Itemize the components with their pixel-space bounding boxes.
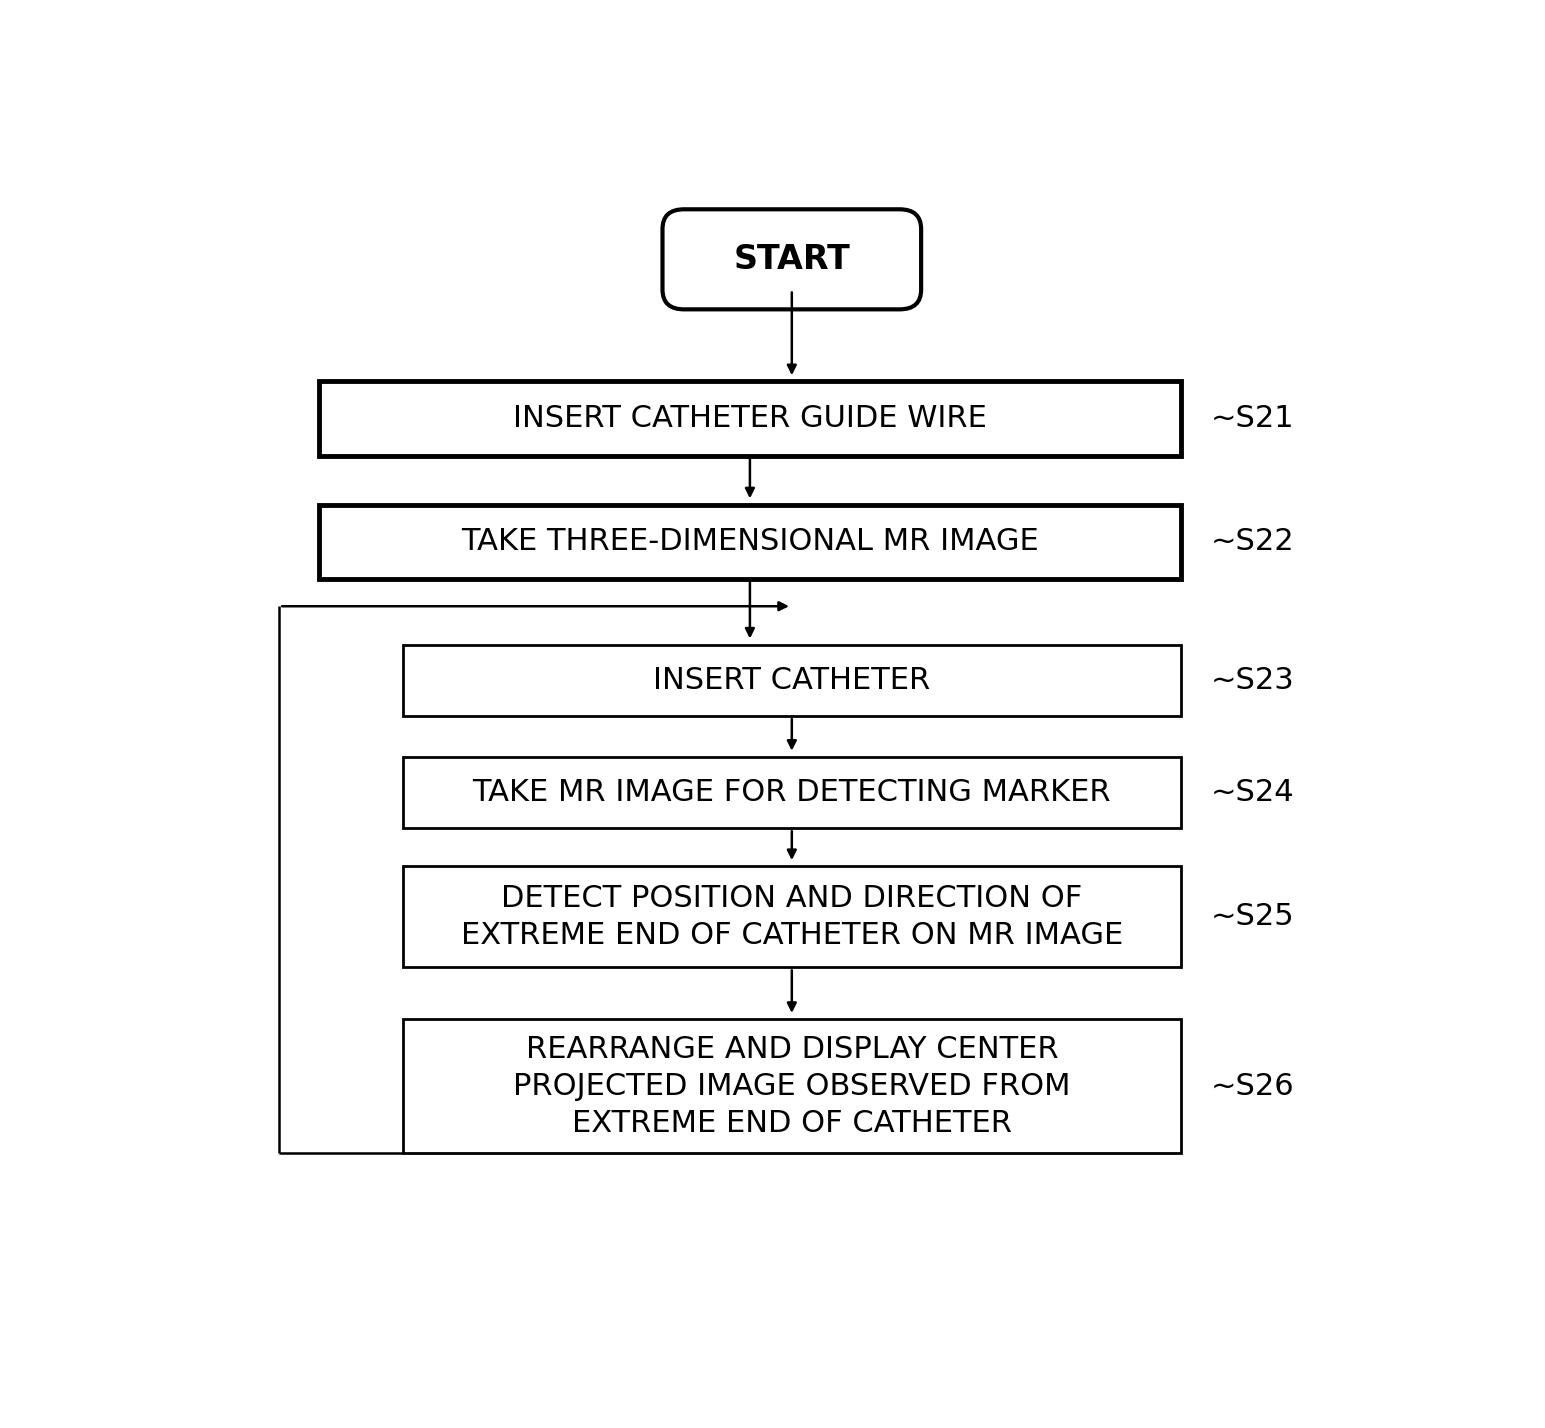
Text: TAKE THREE-DIMENSIONAL MR IMAGE: TAKE THREE-DIMENSIONAL MR IMAGE xyxy=(460,527,1038,557)
Bar xyxy=(403,1020,1180,1154)
Bar xyxy=(318,381,1180,456)
Text: ~S22: ~S22 xyxy=(1211,527,1295,557)
Bar xyxy=(318,504,1180,580)
Bar xyxy=(403,867,1180,967)
Bar xyxy=(403,757,1180,828)
Text: ~S24: ~S24 xyxy=(1211,778,1295,807)
Text: REARRANGE AND DISPLAY CENTER
PROJECTED IMAGE OBSERVED FROM
EXTREME END OF CATHET: REARRANGE AND DISPLAY CENTER PROJECTED I… xyxy=(513,1035,1071,1138)
Text: START: START xyxy=(734,243,850,276)
Text: ~S21: ~S21 xyxy=(1211,404,1295,433)
Text: DETECT POSITION AND DIRECTION OF
EXTREME END OF CATHETER ON MR IMAGE: DETECT POSITION AND DIRECTION OF EXTREME… xyxy=(460,884,1123,950)
Text: INSERT CATHETER: INSERT CATHETER xyxy=(654,665,930,695)
Text: INSERT CATHETER GUIDE WIRE: INSERT CATHETER GUIDE WIRE xyxy=(513,404,987,433)
Text: ~S26: ~S26 xyxy=(1211,1071,1295,1101)
Text: TAKE MR IMAGE FOR DETECTING MARKER: TAKE MR IMAGE FOR DETECTING MARKER xyxy=(473,778,1111,807)
Bar xyxy=(403,644,1180,717)
Text: ~S25: ~S25 xyxy=(1211,902,1295,931)
FancyBboxPatch shape xyxy=(663,210,921,310)
Text: ~S23: ~S23 xyxy=(1211,665,1295,695)
